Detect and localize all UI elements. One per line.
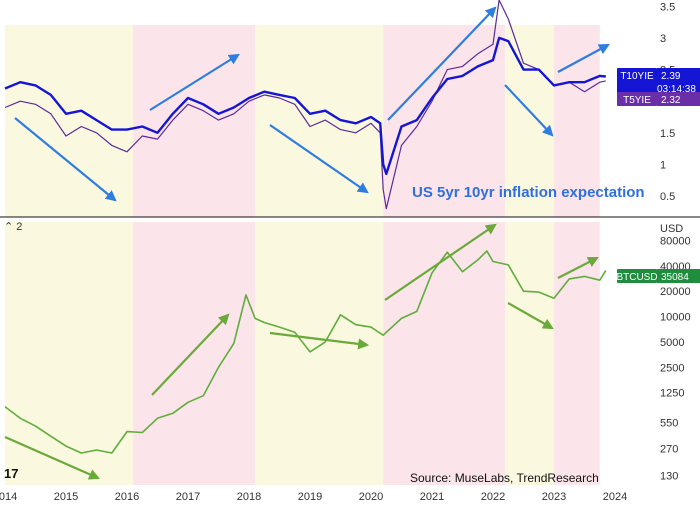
last-label-name-btcusd [617, 269, 657, 283]
last-label-name-text: T5YIE [623, 95, 651, 106]
last-label-value-t5yie [657, 92, 700, 106]
x-tick: 2024 [603, 491, 627, 503]
trend-arrow-top-3 [387, 6, 497, 121]
x-tick: 2023 [542, 491, 566, 503]
y-tick-top: 3 [660, 33, 666, 45]
tradingview-logo: 17 [4, 466, 18, 481]
x-tick: 2018 [237, 491, 261, 503]
trend-arrow-bottom-2 [269, 331, 370, 350]
bg-band-bottom-5 [554, 222, 600, 485]
y-tick-bottom: 270 [660, 444, 678, 456]
bg-band-top-0 [5, 25, 134, 217]
bg-band-top-5 [554, 25, 600, 217]
x-tick: 2015 [54, 491, 78, 503]
x-tick: 2021 [420, 491, 444, 503]
bg-band-top-1 [133, 25, 256, 217]
bg-band-bottom-2 [255, 222, 384, 485]
source-text: Source: MuseLabs, TrendResearch [410, 471, 599, 485]
series-line-t10yie [4, 36, 606, 176]
series-line-t5yie [4, 0, 606, 210]
x-tick: 2020 [359, 491, 383, 503]
trend-arrow-top-5 [557, 43, 610, 73]
x-tick: 2022 [481, 491, 505, 503]
bg-band-bottom-0 [5, 222, 134, 485]
y-tick-bottom: 2500 [660, 362, 684, 374]
y-tick-bottom: 80000 [660, 235, 691, 247]
trend-arrow-top-1 [149, 53, 240, 111]
y-tick-bottom: 550 [660, 418, 678, 430]
trend-arrow-bottom-1 [151, 313, 230, 396]
last-label-value-text: 2.32 [661, 95, 681, 106]
y-tick-bottom: 1250 [660, 388, 684, 400]
y-tick-top: 1.5 [660, 128, 675, 140]
last-label-value-t10yie [657, 68, 700, 94]
bg-band-bottom-1 [133, 222, 256, 485]
last-label-name-text: T10YIE [620, 71, 654, 82]
trend-arrow-bottom-0 [4, 435, 101, 480]
bg-band-bottom-4 [505, 222, 554, 485]
last-label-extra-text: 03:14:38 [657, 84, 696, 95]
x-tick: 2019 [298, 491, 322, 503]
trend-arrow-bottom-5 [557, 256, 599, 279]
last-label-name-t10yie [617, 68, 657, 94]
trend-arrow-top-4 [504, 84, 554, 137]
bg-band-bottom-3 [383, 222, 506, 485]
y-tick-bottom: 20000 [660, 286, 691, 298]
y-tick-bottom: 5000 [660, 337, 684, 349]
last-label-value-text: 35084 [661, 272, 689, 283]
trend-arrow-top-2 [269, 124, 369, 194]
y-tick-bottom: 130 [660, 470, 678, 482]
trend-arrow-bottom-3 [384, 223, 497, 301]
y-tick-top: 0.5 [660, 191, 675, 203]
trend-arrow-bottom-4 [507, 302, 554, 330]
bg-band-top-3 [383, 25, 506, 217]
pane-label: ⌃ 2 [4, 221, 22, 233]
last-label-name-text: BTCUSD [616, 272, 657, 283]
y-unit-label: USD [660, 223, 683, 235]
bg-band-top-4 [505, 25, 554, 217]
y-tick-bottom: 10000 [660, 312, 691, 324]
trend-arrow-top-0 [14, 117, 117, 202]
last-label-value-btcusd [657, 269, 700, 283]
y-tick-top: 1 [660, 159, 666, 171]
series-line-btcusd [4, 250, 607, 454]
last-label-name-t5yie [617, 92, 657, 106]
last-label-value-text: 2.39 [661, 71, 681, 82]
y-tick-top: 3.5 [660, 1, 675, 13]
x-tick: 2017 [176, 491, 200, 503]
x-tick: 2016 [115, 491, 139, 503]
chart-title: US 5yr 10yr inflation expectation [412, 184, 645, 201]
